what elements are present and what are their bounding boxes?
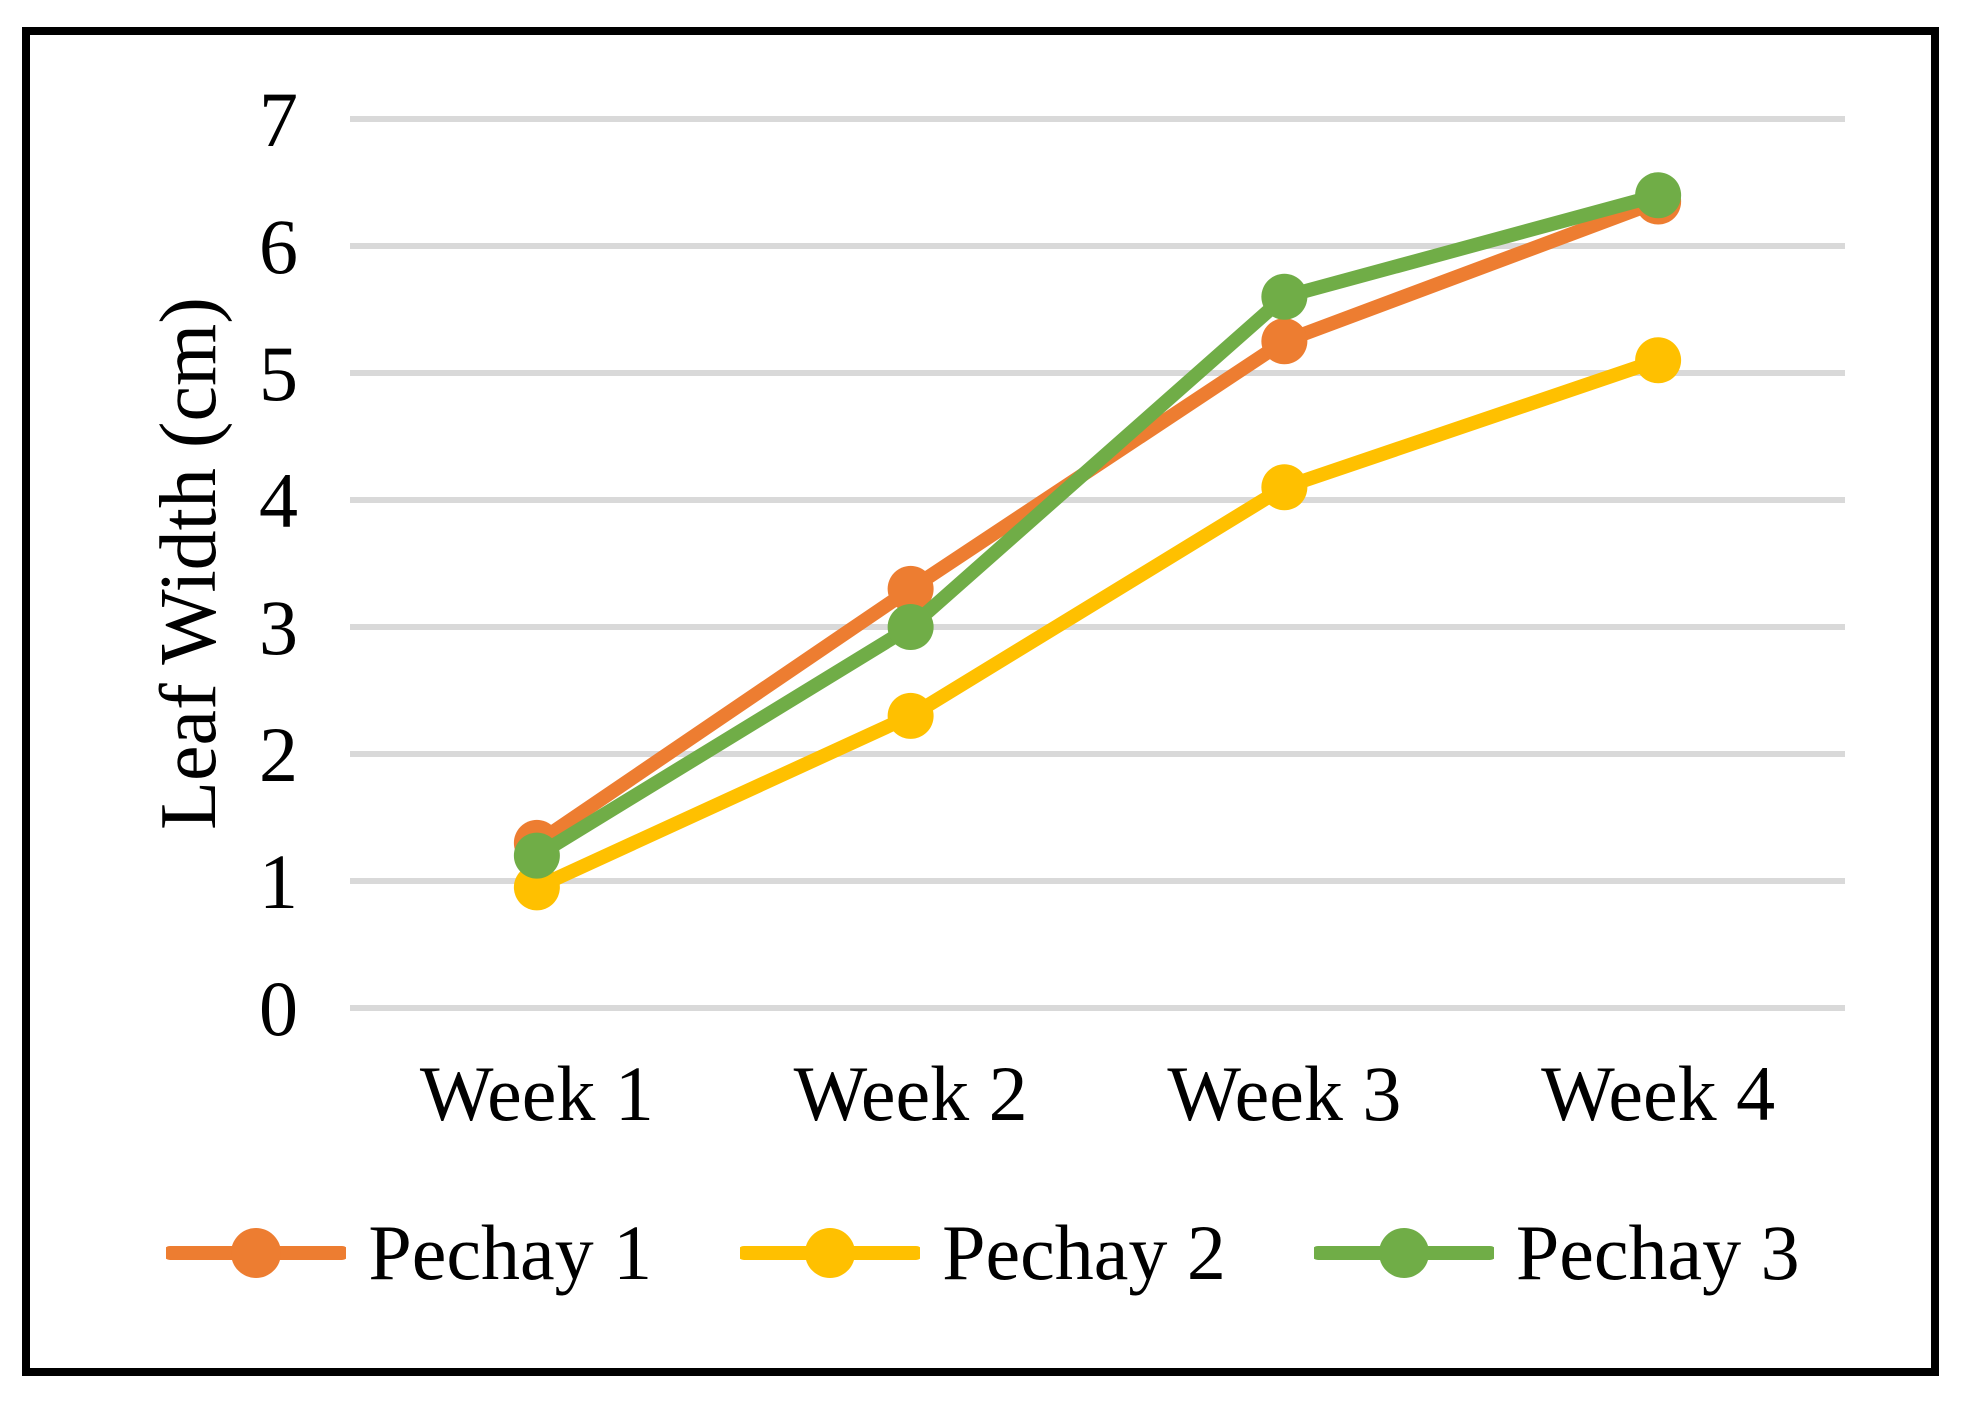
legend-item-pechay-2: Pechay 2 — [740, 1214, 1226, 1292]
y-tick-label-2: 2 — [259, 711, 298, 798]
y-axis-title: Leaf Width (cm) — [145, 297, 233, 830]
data-point-pechay-3-week-1 — [513, 832, 560, 879]
data-point-pechay-2-week-3 — [1261, 464, 1308, 511]
y-tick-label-7: 7 — [259, 76, 298, 163]
x-category-label-week-1: Week 1 — [420, 1050, 654, 1137]
chart-legend: Pechay 1 Pechay 2 Pechay 3 — [0, 1205, 1966, 1301]
y-tick-label-0: 0 — [259, 965, 298, 1052]
data-point-pechay-2-week-4 — [1635, 337, 1682, 384]
data-point-pechay-1-week-3 — [1261, 318, 1308, 365]
x-category-label-week-2: Week 2 — [794, 1050, 1028, 1137]
legend-item-pechay-3: Pechay 3 — [1313, 1209, 1800, 1296]
data-point-pechay-3-week-2 — [887, 604, 934, 650]
series-line-pechay-3 — [529, 188, 1666, 863]
legend-label-pechay-3: Pechay 3 — [1515, 1209, 1800, 1296]
x-category-label-week-4: Week 4 — [1541, 1050, 1775, 1137]
data-point-pechay-2-week-1 — [513, 864, 560, 911]
legend-key-line-marker-icon — [1313, 1228, 1494, 1278]
legend-item-pechay-1: Pechay 1 — [166, 1214, 652, 1292]
data-point-pechay-3-week-3 — [1261, 273, 1308, 320]
legend-label-pechay-1: Pechay 1 — [368, 1209, 653, 1296]
x-category-label-week-3: Week 3 — [1167, 1050, 1401, 1137]
data-point-pechay-3-week-4 — [1635, 172, 1682, 219]
y-tick-label-4: 4 — [259, 457, 298, 544]
legend-label-pechay-2: Pechay 2 — [942, 1209, 1226, 1296]
legend-key-line-marker-icon — [166, 1228, 347, 1278]
data-point-pechay-2-week-2 — [887, 692, 934, 739]
y-tick-label-3: 3 — [259, 584, 298, 671]
y-tick-label-1: 1 — [259, 838, 298, 925]
legend-key-line-marker-icon — [740, 1228, 921, 1278]
data-point-pechay-1-week-2 — [887, 565, 934, 612]
series-line-pechay-2 — [529, 353, 1666, 895]
y-tick-label-5: 5 — [259, 330, 298, 417]
y-tick-label-6: 6 — [259, 203, 298, 290]
